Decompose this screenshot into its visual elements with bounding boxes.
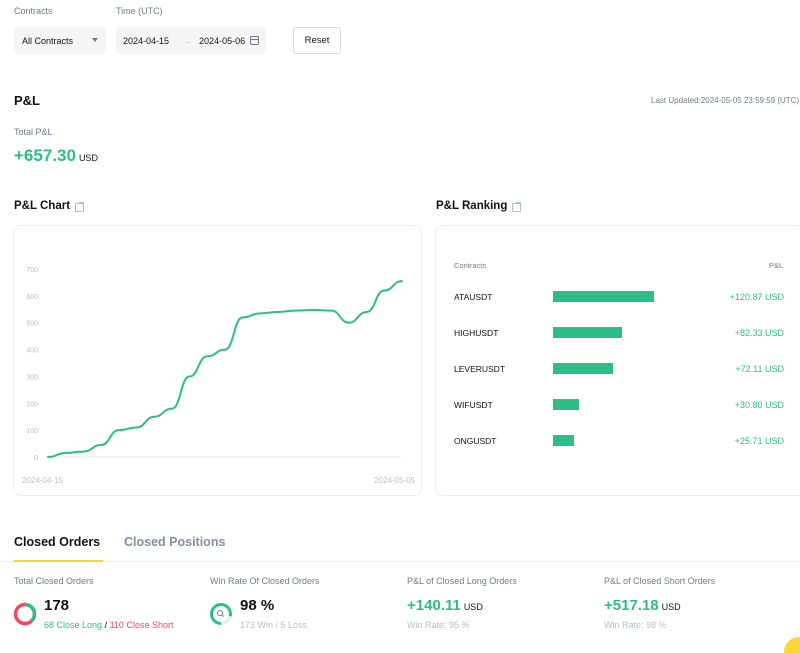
- contracts-filter-label: Contracts: [14, 6, 53, 16]
- contracts-select-value: All Contracts: [22, 35, 74, 46]
- calendar-icon[interactable]: [250, 36, 259, 45]
- long-short-donut-icon: [13, 602, 37, 626]
- ranking-contract-name: LEVERUSDT: [454, 364, 506, 374]
- y-tick-label: 300: [26, 374, 38, 381]
- total-pnl: +657.30 USD: [14, 146, 98, 166]
- total-closed-orders-label: Total Closed Orders: [14, 576, 94, 586]
- ranking-pnl-value: +82.33 USD: [734, 328, 784, 338]
- total-pnl-unit: USD: [78, 153, 98, 163]
- x-tick-label-start: 2024-04-15: [22, 476, 63, 485]
- y-tick-label: 500: [26, 321, 38, 328]
- ranking-bar: [553, 327, 622, 338]
- ranking-col-pnl: P&L: [769, 261, 784, 270]
- short-pnl-unit: USD: [661, 602, 681, 612]
- tab-closed-orders[interactable]: Closed Orders: [14, 535, 101, 549]
- ranking-pnl-value: +72.11 USD: [735, 364, 784, 374]
- ranking-bar: [553, 363, 614, 374]
- arrow-right-icon: →: [183, 35, 193, 46]
- ranking-contract-name: WIFUSDT: [454, 400, 493, 410]
- external-link-icon[interactable]: [512, 201, 522, 212]
- search-icon: [217, 610, 223, 616]
- short-pnl-label: P&L of Closed Short Orders: [604, 576, 716, 586]
- y-axis: 0 100 200 300 400 500 600 700: [26, 267, 38, 462]
- breakdown-separator: /: [104, 620, 108, 630]
- pnl-ranking-title-text: P&L Ranking: [436, 200, 508, 212]
- ranking-bar: [553, 291, 654, 302]
- search-icon-handle: [221, 614, 224, 617]
- y-tick-label: 0: [34, 455, 38, 462]
- y-tick-label: 700: [26, 267, 38, 274]
- reset-button[interactable]: Reset: [293, 27, 341, 54]
- ranking-pnl-value: +30.80 USD: [734, 400, 784, 410]
- long-win-rate: Win Rate: 95 %: [407, 620, 470, 630]
- ranking-col-contracts: Contracts: [454, 261, 487, 270]
- ranking-contract-name: ONGUSDT: [454, 436, 497, 446]
- contracts-select[interactable]: All Contracts: [14, 27, 106, 54]
- short-pnl: +517.18 USD: [604, 597, 681, 614]
- ranking-pnl-value: +120.87 USD: [729, 292, 784, 302]
- last-updated: Last Updated:2024-05-05 23:59:59 (UTC): [651, 96, 800, 105]
- pnl-chart-title[interactable]: P&L Chart: [14, 200, 85, 212]
- tab-active-underline: [14, 560, 103, 562]
- y-tick-label: 400: [26, 348, 38, 355]
- pnl-series-points: [47, 281, 403, 458]
- pnl-chart: 0 100 200 300 400 500 600 700 2024-04-15 2024-0…: [22, 267, 416, 485]
- short-pnl-value: +517.18: [604, 597, 659, 614]
- total-closed-orders-value: 178: [44, 597, 70, 614]
- win-rate-value: 98 %: [240, 597, 275, 614]
- long-pnl-value: +140.11: [407, 597, 461, 614]
- ranking-bar: [553, 435, 575, 446]
- short-win-rate: Win Rate: 98 %: [604, 620, 667, 630]
- y-tick-label: 100: [26, 428, 38, 435]
- close-short-count: 110 Close Short: [109, 620, 174, 630]
- external-link-icon[interactable]: [75, 201, 85, 212]
- date-range-picker[interactable]: 2024-04-15 → 2024-05-06: [116, 27, 266, 54]
- long-pnl: +140.11 USD: [407, 597, 483, 614]
- win-loss-count: 173 Win / 5 Loss: [240, 620, 308, 630]
- long-pnl-label: P&L of Closed Long Orders: [407, 576, 517, 586]
- x-tick-label-end: 2024-05-05: [374, 476, 415, 485]
- long-pnl-unit: USD: [463, 602, 483, 612]
- total-pnl-label: Total P&L: [14, 127, 53, 137]
- y-tick-label: 600: [26, 294, 38, 301]
- pnl-series-line: [47, 280, 403, 458]
- pnl-chart-title-text: P&L Chart: [14, 200, 71, 212]
- date-from[interactable]: 2024-04-15: [123, 35, 170, 46]
- y-tick-label: 200: [26, 401, 38, 408]
- pnl-ranking-title[interactable]: P&L Ranking: [436, 200, 522, 212]
- gauge-fill: [210, 603, 232, 625]
- win-rate-label: Win Rate Of Closed Orders: [210, 576, 320, 586]
- close-long-count: 68 Close Long: [44, 620, 103, 630]
- date-to[interactable]: 2024-05-06: [199, 35, 246, 46]
- time-filter-label: Time (UTC): [116, 6, 163, 16]
- pnl-chart-card: 0 100 200 300 400 500 600 700 2024-04-15 2024-0…: [13, 225, 422, 496]
- total-pnl-value: +657.30: [14, 146, 76, 165]
- ranking-pnl-value: +25.71 USD: [734, 436, 784, 446]
- pnl-title: P&L: [14, 93, 40, 108]
- ranking-contract-name: HIGHUSDT: [454, 328, 499, 338]
- win-rate-gauge-icon: [210, 603, 232, 625]
- ranking-bar: [553, 399, 579, 410]
- long-short-breakdown: 68 Close Long / 110 Close Short: [44, 620, 173, 630]
- ranking-contract-name: ATAUSDT: [454, 292, 493, 302]
- tab-closed-positions[interactable]: Closed Positions: [124, 535, 226, 549]
- help-fab-button[interactable]: [784, 637, 800, 653]
- pnl-ranking-card: Contracts P&L ATAUSDT +120.87 USD HIGHUSDT…: [435, 225, 800, 496]
- chevron-down-icon: [92, 38, 98, 42]
- tab-divider: [0, 561, 800, 562]
- donut-long-segment: [13, 602, 37, 626]
